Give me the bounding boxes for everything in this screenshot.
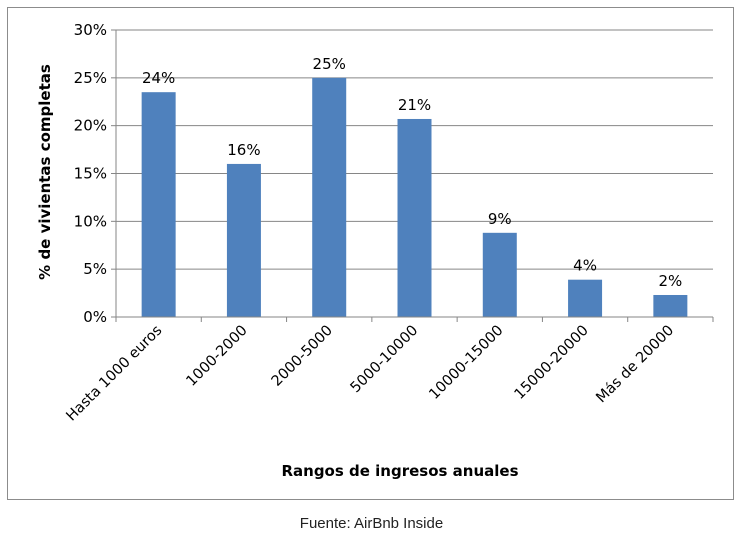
x-tick-label: 15000-20000	[512, 323, 592, 403]
data-label: 9%	[488, 210, 512, 228]
bar	[397, 118, 432, 317]
x-tick-label: 1000-2000	[184, 323, 251, 390]
x-axis-title: Rangos de ingresos anuales	[281, 462, 518, 480]
x-tick-label: Más de 20000	[593, 323, 677, 407]
bars	[141, 77, 688, 317]
data-label: 4%	[573, 257, 597, 275]
bar-chart: 0% 5% 10% 15% 20% 25% 30% Hasta 1000 euros 1000-…	[36, 21, 714, 480]
data-labels: 24% 16% 25% 21% 9% 4% 2%	[142, 55, 682, 290]
y-tick-label: 20%	[74, 117, 107, 135]
data-label: 25%	[313, 55, 346, 73]
y-tick-label: 5%	[83, 260, 107, 278]
x-tick-label: 10000-15000	[426, 323, 506, 403]
y-tick-label: 0%	[83, 308, 107, 326]
x-tick-label: 2000-5000	[269, 323, 336, 390]
data-label: 21%	[398, 96, 431, 114]
source-note: Fuente: AirBnb Inside	[299, 515, 444, 532]
y-axis-title: % de vivientas completas	[36, 64, 54, 280]
bar	[653, 294, 688, 317]
chart-frame	[7, 7, 734, 500]
data-label: 16%	[227, 141, 260, 159]
y-tick-label: 30%	[74, 21, 107, 39]
y-tick-label: 25%	[74, 69, 107, 87]
data-label: 24%	[142, 69, 175, 87]
y-tick-label: 15%	[74, 165, 107, 183]
x-tick-label: 5000-10000	[348, 323, 422, 397]
bar	[482, 232, 517, 317]
bar	[226, 163, 261, 317]
data-label: 2%	[658, 272, 682, 290]
bar	[568, 279, 603, 317]
y-tick-label: 10%	[74, 212, 107, 230]
bar	[312, 77, 347, 317]
bar	[141, 92, 176, 317]
x-tick-label: Hasta 1000 euros	[63, 323, 165, 425]
